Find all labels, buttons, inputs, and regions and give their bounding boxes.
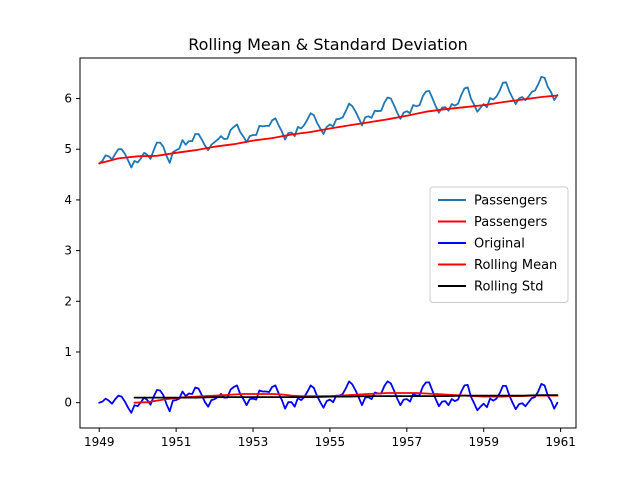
- x-tick-label: 1953: [238, 435, 269, 449]
- x-tick-label: 1955: [315, 435, 346, 449]
- x-axis: 1949 1951 1953 1955 1957 1959 1961: [84, 428, 576, 449]
- y-tick-label: 6: [64, 92, 72, 106]
- y-tick-label: 5: [64, 142, 72, 156]
- y-tick-label: 2: [64, 294, 72, 308]
- x-tick-label: 1949: [84, 435, 115, 449]
- y-tick-label: 4: [64, 193, 72, 207]
- chart-title: Rolling Mean & Standard Deviation: [188, 35, 468, 54]
- legend-label: Original: [474, 237, 525, 252]
- legend-label: Rolling Std: [474, 280, 543, 295]
- x-tick-label: 1961: [545, 435, 576, 449]
- legend-label: Passengers: [474, 215, 548, 230]
- series-layer: [98, 75, 559, 414]
- x-tick-label: 1951: [161, 435, 192, 449]
- y-axis: 0 1 2 3 4 5 6: [64, 92, 80, 410]
- x-tick-label: 1957: [392, 435, 423, 449]
- x-tick-label: 1959: [468, 435, 499, 449]
- legend-box: [429, 186, 569, 303]
- series-line-2: [98, 380, 559, 414]
- legend-label: Passengers: [474, 194, 548, 209]
- series-line-4: [133, 394, 559, 399]
- y-tick-label: 3: [64, 244, 72, 258]
- plot-frame: [79, 57, 577, 429]
- legend: Passengers Passengers Original Rolling Mean…: [429, 186, 569, 303]
- y-tick-label: 0: [64, 396, 72, 410]
- y-tick-label: 1: [64, 345, 72, 359]
- series-line-0: [98, 75, 559, 169]
- series-line-1: [98, 94, 559, 165]
- series-line-3: [133, 392, 559, 404]
- legend-label: Rolling Mean: [474, 258, 557, 273]
